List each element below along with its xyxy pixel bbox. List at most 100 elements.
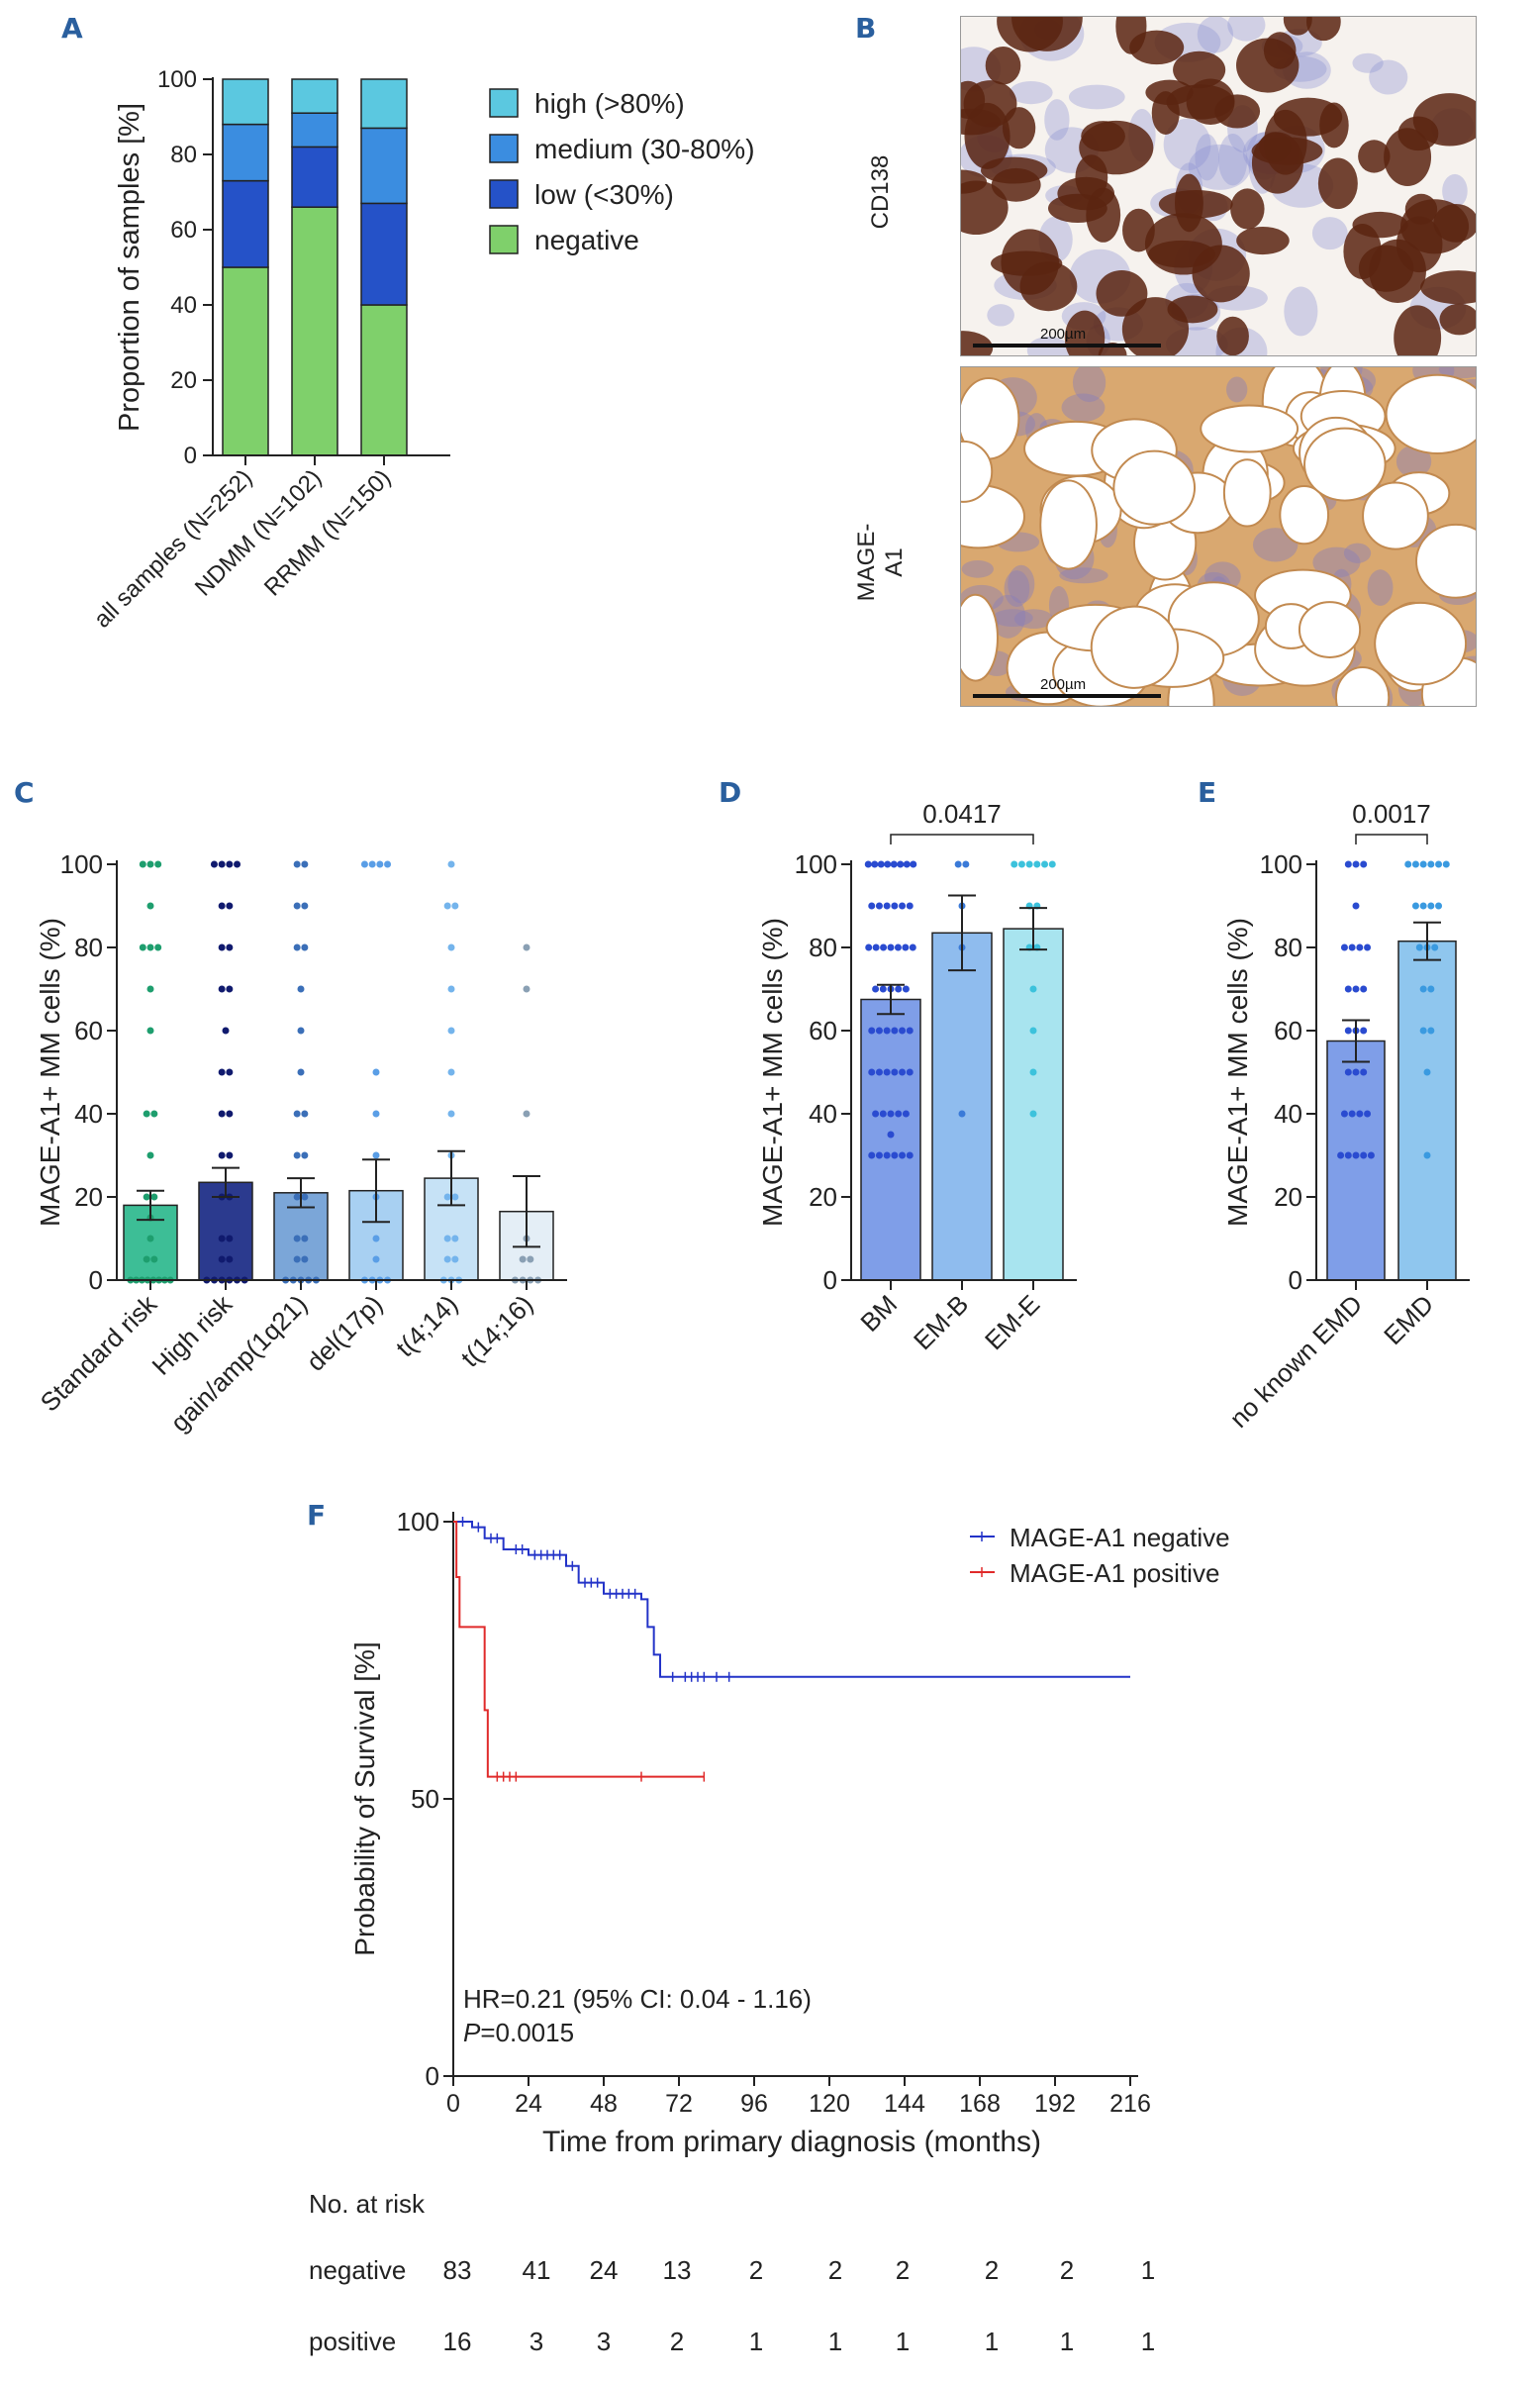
stained-cell-cluster — [1061, 393, 1106, 422]
panel-d-label: D — [719, 776, 741, 809]
data-point — [146, 902, 154, 910]
stromal-cell-cluster — [1009, 80, 1053, 105]
data-point — [895, 1110, 903, 1118]
x-tick-label: gain/amp(1q21) — [164, 1289, 313, 1438]
data-point — [146, 985, 154, 993]
data-point — [226, 1151, 234, 1159]
x-tick-label: NDMM (N=102) — [190, 464, 327, 601]
cd138-positive-cell-cluster — [961, 180, 1009, 236]
y-tick-label: 0 — [426, 2061, 439, 2091]
x-tick-label: 48 — [590, 2090, 618, 2118]
stromal-cell-cluster — [1197, 17, 1234, 53]
y-tick-label: 100 — [1260, 849, 1302, 879]
y-axis-title: MAGE-A1+ MM cells (%) — [35, 918, 65, 1227]
cd138-positive-cell-cluster — [1251, 137, 1323, 165]
data-point — [139, 860, 146, 868]
data-point — [234, 860, 241, 868]
data-point — [226, 985, 234, 993]
stained-cell-cluster — [1367, 569, 1394, 606]
adipocyte — [1415, 523, 1476, 599]
data-point — [1029, 1110, 1037, 1118]
data-point — [226, 943, 234, 951]
risk-table-value: 1 — [1141, 2255, 1155, 2285]
data-point — [372, 1068, 380, 1076]
data-point — [1360, 860, 1368, 868]
data-point — [865, 943, 873, 951]
data-point — [895, 985, 903, 993]
y-tick-label: 80 — [74, 933, 103, 962]
y-tick-label: 20 — [809, 1182, 837, 1212]
data-point — [447, 1110, 455, 1118]
risk-table-value: 3 — [529, 2327, 543, 2356]
risk-table-value: 3 — [597, 2327, 611, 2356]
data-point — [1029, 1027, 1037, 1035]
cd138-positive-cell-cluster — [985, 46, 1021, 85]
scale-label-top: 200µm — [1040, 326, 1087, 343]
x-tick-label: EM-B — [908, 1289, 974, 1355]
x-tick-label: Standard risk — [35, 1288, 163, 1417]
adipocyte — [1039, 479, 1098, 570]
data-point — [875, 1068, 883, 1076]
data-point — [868, 1151, 876, 1159]
data-point — [1048, 860, 1056, 868]
cd138-positive-cell-cluster — [1273, 97, 1343, 137]
data-point — [1442, 860, 1450, 868]
stacked-bar-segment — [360, 202, 408, 306]
legend-swatch — [489, 225, 519, 254]
data-point — [143, 1193, 150, 1201]
cd138-positive-cell-cluster — [1096, 270, 1148, 317]
data-point — [519, 1255, 527, 1263]
legend-label: medium (30-80%) — [534, 134, 755, 164]
legend-swatch — [489, 179, 519, 209]
data-point — [293, 1151, 301, 1159]
cd138-positive-cell-cluster — [1358, 140, 1391, 173]
significance-bracket — [890, 834, 1034, 844]
x-axis-title: Time from primary diagnosis (months) — [542, 2126, 1041, 2158]
legend-label: low (<30%) — [534, 179, 674, 210]
data-point — [1404, 860, 1412, 868]
data-point — [226, 1110, 234, 1118]
adipocyte — [1374, 601, 1468, 686]
p-symbol: P — [463, 2018, 481, 2047]
data-point — [301, 943, 309, 951]
data-point — [962, 860, 970, 868]
panel-b-label: B — [855, 12, 876, 40]
data-point — [210, 860, 218, 868]
data-point — [218, 1255, 226, 1263]
data-point — [301, 1255, 309, 1263]
adipocyte — [1303, 427, 1387, 502]
data-point — [879, 1110, 887, 1118]
cd138-positive-cell-cluster — [1019, 261, 1078, 312]
survival-curve — [453, 1521, 1130, 1678]
cd138-positive-cell-cluster — [1173, 50, 1226, 89]
cd138-positive-cell-cluster — [1412, 93, 1476, 147]
stained-cell-cluster — [1013, 609, 1054, 630]
data-point — [1360, 985, 1368, 993]
stain-label-cd138: CD138 — [867, 154, 894, 230]
data-point — [868, 1068, 876, 1076]
cd138-positive-cell-cluster — [1396, 216, 1443, 273]
risk-table-value: 1 — [828, 2327, 842, 2356]
data-point — [1427, 985, 1435, 993]
risk-table-value: 1 — [896, 2327, 910, 2356]
stacked-bar-segment — [360, 304, 408, 456]
y-tick-label: 80 — [809, 933, 837, 962]
stromal-cell-cluster — [1284, 286, 1318, 337]
stacked-bar-segment — [360, 127, 408, 205]
data-point — [1435, 902, 1443, 910]
cd138-positive-cell-cluster — [1236, 226, 1290, 255]
y-axis-title: MAGE-A1+ MM cells (%) — [1222, 918, 1253, 1227]
data-point — [906, 1027, 914, 1035]
x-tick-label: 168 — [959, 2090, 1001, 2118]
adipocyte — [1334, 665, 1391, 706]
x-tick-label: t(14;16) — [455, 1289, 539, 1373]
adipocyte — [1385, 373, 1476, 454]
panel-e-label: E — [1198, 776, 1216, 809]
data-point — [1423, 1151, 1431, 1159]
x-tick-label: 96 — [740, 2090, 768, 2118]
y-tick-label: 0 — [1289, 1265, 1302, 1295]
cd138-positive-cell-cluster — [1305, 17, 1341, 42]
data-point — [293, 943, 301, 951]
data-point — [909, 943, 916, 951]
